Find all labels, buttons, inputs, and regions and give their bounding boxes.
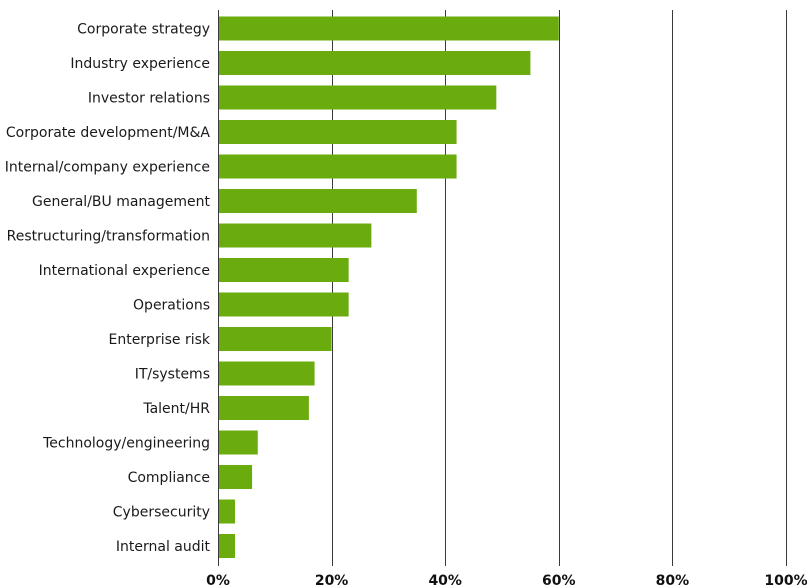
category-label: Industry experience — [70, 56, 210, 72]
category-label: Talent/HR — [142, 401, 210, 417]
category-label: Internal/company experience — [5, 160, 210, 176]
category-label: Enterprise risk — [108, 332, 210, 348]
x-tick-label: 20% — [315, 573, 349, 587]
category-label: Compliance — [128, 470, 210, 486]
category-label: Investor relations — [88, 91, 210, 107]
category-label: Internal audit — [116, 539, 211, 555]
bar-layer — [219, 17, 559, 559]
x-tick-layer: 0% 20% 40% 60% 80% 100% — [206, 573, 807, 587]
x-tick-label: 40% — [428, 573, 462, 587]
x-tick-label: 60% — [542, 573, 576, 587]
bar — [219, 327, 332, 351]
x-tick-label: 100% — [764, 573, 807, 587]
category-label: Operations — [133, 298, 210, 314]
category-label: International experience — [39, 263, 210, 279]
bar — [219, 224, 371, 248]
bar — [219, 465, 252, 489]
category-label: Restructuring/transformation — [7, 229, 210, 245]
bar — [219, 362, 315, 386]
x-tick-label: 0% — [206, 573, 230, 587]
bar — [219, 500, 235, 524]
bar — [219, 293, 349, 317]
bar — [219, 431, 258, 455]
bar — [219, 189, 417, 213]
bar — [219, 17, 559, 41]
category-label: Cybersecurity — [113, 505, 210, 521]
category-label: Corporate strategy — [77, 22, 210, 38]
bar — [219, 155, 457, 179]
category-label: IT/systems — [135, 367, 210, 383]
bar — [219, 51, 530, 75]
bar — [219, 120, 457, 144]
bar — [219, 86, 496, 110]
category-label-layer: Corporate strategy Industry experience Inv… — [5, 22, 211, 556]
x-tick-label: 80% — [656, 573, 690, 587]
bar — [219, 534, 235, 558]
category-label: Corporate development/M&A — [6, 125, 211, 141]
bar — [219, 258, 349, 282]
category-label: General/BU management — [32, 194, 210, 210]
bar — [219, 396, 309, 420]
category-label: Technology/engineering — [42, 436, 210, 452]
